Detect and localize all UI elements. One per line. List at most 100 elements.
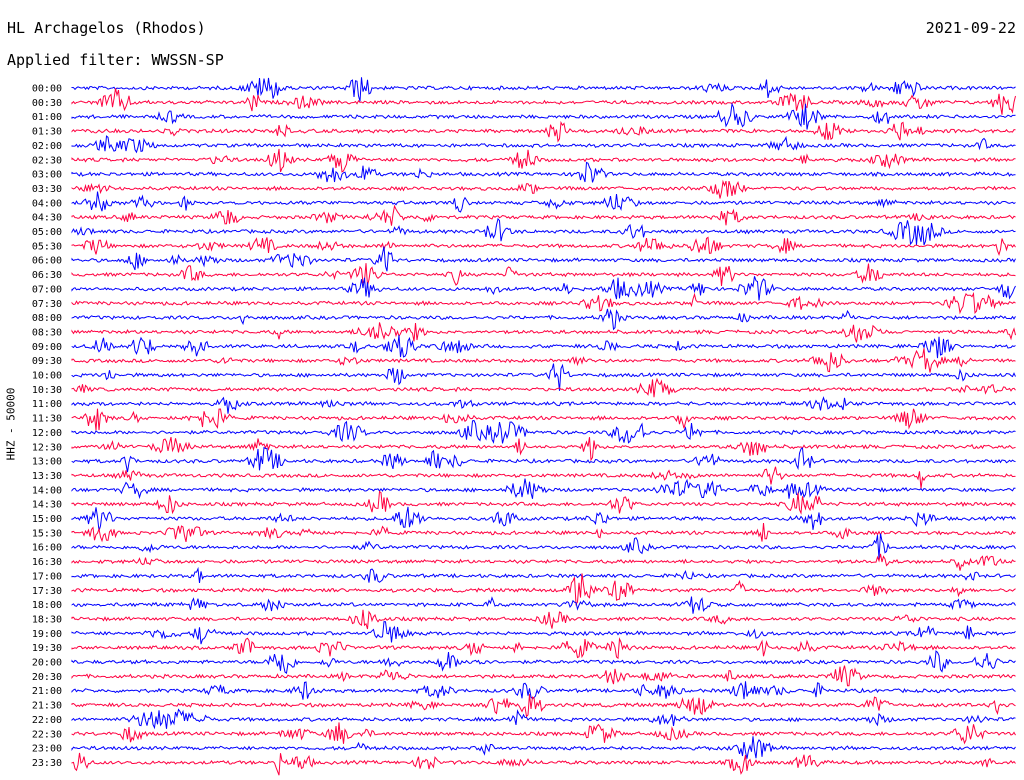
seismic-trace [71, 665, 1016, 687]
seismic-trace [71, 478, 1016, 500]
seismic-trace [71, 736, 1016, 759]
seismic-trace [71, 722, 1016, 745]
seismic-trace [71, 120, 1016, 143]
trace-time-label: 11:00 [32, 399, 62, 410]
seismic-trace [71, 322, 1016, 343]
seismic-trace [71, 752, 1016, 776]
seismic-trace [71, 191, 1016, 213]
seismic-trace [71, 377, 1016, 398]
trace-time-label: 20:30 [32, 672, 62, 683]
trace-time-label: 17:30 [32, 586, 62, 597]
seismic-trace [71, 523, 1016, 543]
trace-time-label: 11:30 [32, 414, 62, 425]
seismic-trace [71, 308, 1016, 331]
date-label: 2021-09-22 [925, 19, 1016, 37]
trace-time-label: 18:30 [32, 614, 62, 625]
trace-time-label: 01:00 [32, 112, 62, 123]
trace-time-label: 06:00 [32, 256, 62, 267]
trace-time-label: 00:30 [32, 98, 62, 109]
seismic-trace [71, 396, 1016, 414]
seismic-trace [71, 408, 1016, 431]
seismic-trace [71, 204, 1016, 226]
trace-time-label: 22:00 [32, 715, 62, 726]
seismic-trace [71, 263, 1016, 287]
trace-time-label: 19:00 [32, 629, 62, 640]
trace-time-label: 21:00 [32, 686, 62, 697]
seismic-trace [71, 179, 1016, 199]
trace-time-label: 20:00 [32, 658, 62, 669]
seismic-trace [71, 596, 1016, 614]
trace-time-label: 07:30 [32, 299, 62, 310]
trace-time-label: 05:00 [32, 227, 62, 238]
seismic-trace [71, 419, 1016, 444]
trace-time-label: 00:00 [32, 84, 62, 95]
station-title: HL Archagelos (Rhodos) [7, 19, 206, 37]
trace-time-label: 19:30 [32, 643, 62, 654]
trace-time-label: 09:30 [32, 356, 62, 367]
trace-time-label: 09:00 [32, 342, 62, 353]
seismic-trace [71, 708, 1016, 730]
trace-time-label: 04:00 [32, 198, 62, 209]
trace-time-label: 01:30 [32, 127, 62, 138]
seismic-trace [71, 161, 1016, 183]
seismic-trace [71, 217, 1016, 246]
trace-time-label: 08:00 [32, 313, 62, 324]
trace-time-label: 17:00 [32, 571, 62, 582]
seismic-trace [71, 681, 1016, 700]
trace-time-label: 10:00 [32, 371, 62, 382]
trace-time-label: 18:00 [32, 600, 62, 611]
seismic-trace [71, 609, 1016, 630]
trace-time-label: 10:30 [32, 385, 62, 396]
seismic-trace [71, 506, 1016, 531]
trace-time-label: 14:00 [32, 485, 62, 496]
trace-time-label: 16:00 [32, 543, 62, 554]
trace-time-label: 03:30 [32, 184, 62, 195]
seismic-trace [71, 334, 1016, 359]
trace-time-label: 15:30 [32, 528, 62, 539]
seismic-trace [71, 276, 1016, 301]
seismic-trace [71, 236, 1016, 257]
seismic-trace [71, 637, 1016, 660]
seismic-trace [71, 553, 1016, 571]
trace-time-label: 23:00 [32, 744, 62, 755]
trace-time-label: 14:30 [32, 500, 62, 511]
trace-time-label: 06:30 [32, 270, 62, 281]
trace-time-label: 16:30 [32, 557, 62, 568]
trace-time-label: 03:00 [32, 170, 62, 181]
trace-time-label: 23:30 [32, 758, 62, 769]
seismic-trace [71, 148, 1016, 173]
seismic-trace [71, 102, 1016, 130]
seismic-trace [71, 566, 1016, 583]
trace-time-label: 15:00 [32, 514, 62, 525]
seismic-trace [71, 348, 1016, 373]
trace-time-label: 12:30 [32, 442, 62, 453]
seismic-trace [71, 135, 1016, 154]
trace-time-label: 12:00 [32, 428, 62, 439]
seismic-trace [71, 77, 1016, 102]
seismic-trace [71, 650, 1016, 674]
seismic-trace [71, 621, 1016, 645]
seismic-trace [71, 466, 1016, 489]
seismic-trace [71, 446, 1016, 473]
trace-time-label: 02:30 [32, 155, 62, 166]
seismic-trace [71, 694, 1016, 718]
trace-time-label: 22:30 [32, 729, 62, 740]
seismic-trace [71, 490, 1016, 515]
trace-time-label: 04:30 [32, 213, 62, 224]
trace-time-label: 13:00 [32, 457, 62, 468]
seismic-trace [71, 88, 1016, 115]
seismic-trace [71, 533, 1016, 560]
trace-time-label: 21:30 [32, 701, 62, 712]
seismic-trace [71, 291, 1016, 315]
trace-time-label: 02:00 [32, 141, 62, 152]
seismic-trace [71, 436, 1016, 462]
trace-time-label: 07:00 [32, 284, 62, 295]
trace-time-label: 05:30 [32, 241, 62, 252]
trace-time-label: 13:30 [32, 471, 62, 482]
seismic-trace [71, 363, 1016, 391]
seismic-trace [71, 246, 1016, 272]
filter-label: Applied filter: WWSSN-SP [7, 51, 224, 69]
trace-time-label: 08:30 [32, 327, 62, 338]
seismic-trace [71, 573, 1016, 606]
